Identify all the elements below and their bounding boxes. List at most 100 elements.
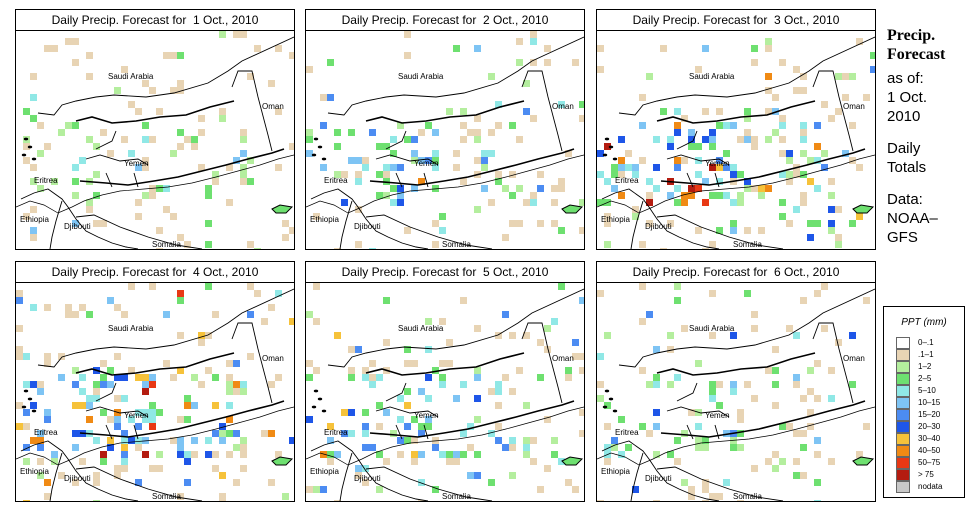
precip-cell: [114, 423, 121, 430]
precip-cell: [275, 45, 282, 52]
precip-cell: [142, 451, 149, 458]
legend-swatch: [896, 481, 910, 493]
precip-cell: [558, 227, 565, 234]
precip-cell: [100, 360, 107, 367]
map-canvas: [306, 31, 584, 249]
precip-cell: [604, 423, 611, 430]
precip-cell: [121, 444, 128, 451]
precip-cell: [177, 493, 184, 500]
red-sea-island: [27, 397, 33, 401]
precip-cell: [205, 220, 212, 227]
precip-cell: [460, 451, 467, 458]
precip-cell: [793, 332, 800, 339]
label-oman: Oman: [843, 354, 865, 363]
precip-cell: [100, 458, 107, 465]
precip-cell: [632, 486, 639, 493]
precip-cell: [667, 220, 674, 227]
precip-cell: [807, 388, 814, 395]
precip-cell: [828, 367, 835, 374]
precip-cell: [688, 129, 695, 136]
precip-cell: [247, 73, 254, 80]
precip-cell: [418, 157, 425, 164]
precip-cell: [306, 129, 313, 136]
border-line: [20, 188, 139, 249]
precip-cell: [793, 381, 800, 388]
precip-cell: [107, 437, 114, 444]
precip-cell: [121, 374, 128, 381]
precip-cell: [306, 66, 313, 73]
precip-cell: [597, 199, 604, 206]
precip-cell: [702, 500, 709, 501]
precip-cell: [544, 465, 551, 472]
precip-cell: [537, 171, 544, 178]
precip-cell: [772, 402, 779, 409]
legend-label: 0–.1: [918, 338, 934, 347]
precip-cell: [100, 374, 107, 381]
panel-title: Daily Precip. Forecast for 5 Oct., 2010: [305, 261, 585, 283]
precip-cell: [674, 458, 681, 465]
precip-cell: [306, 486, 313, 493]
precip-cell: [212, 311, 219, 318]
label-yemen: Yemen: [414, 159, 439, 168]
border-line: [656, 100, 816, 124]
precip-cell: [313, 318, 320, 325]
precip-cell: [205, 192, 212, 199]
precip-cell: [509, 388, 516, 395]
precip-cell: [254, 290, 261, 297]
precip-cell: [306, 150, 313, 157]
precip-cell: [425, 423, 432, 430]
precip-cell: [439, 318, 446, 325]
precip-cell: [411, 136, 418, 143]
precip-cell: [467, 423, 474, 430]
precip-cell: [432, 437, 439, 444]
precip-cell: [404, 52, 411, 59]
precip-cell: [821, 150, 828, 157]
precip-cell: [660, 108, 667, 115]
precip-cell: [362, 430, 369, 437]
precip-cell: [604, 402, 611, 409]
precip-cell: [793, 374, 800, 381]
precip-cell: [240, 129, 247, 136]
border-line: [310, 440, 429, 501]
precip-cell: [177, 234, 184, 241]
precip-cell: [418, 129, 425, 136]
precip-cell: [198, 164, 205, 171]
precip-map: Saudi Arabia Oman Yemen Eritrea Ethiopia Djib…: [596, 282, 876, 502]
precip-cell: [800, 122, 807, 129]
precip-cell: [793, 430, 800, 437]
precip-cell: [730, 444, 737, 451]
precip-cell: [219, 108, 226, 115]
precip-cell: [828, 458, 835, 465]
label-eritrea: Eritrea: [34, 176, 58, 185]
precip-cell: [205, 451, 212, 458]
border-line: [395, 424, 403, 440]
precip-cell: [681, 479, 688, 486]
precip-cell: [474, 129, 481, 136]
precip-cell: [530, 437, 537, 444]
precip-cell: [674, 108, 681, 115]
precip-cell: [702, 199, 709, 206]
precip-cell: [488, 199, 495, 206]
precip-cell: [800, 430, 807, 437]
data-source-line2: GFS: [887, 229, 918, 246]
precip-cell: [177, 367, 184, 374]
precip-cell: [334, 332, 341, 339]
precip-cell: [72, 164, 79, 171]
precip-cell: [842, 73, 849, 80]
label-djibouti: Djibouti: [64, 222, 91, 231]
precip-cell: [474, 45, 481, 52]
precip-cell: [502, 311, 509, 318]
precip-cell: [44, 353, 51, 360]
precip-cell: [404, 437, 411, 444]
precip-cell: [107, 416, 114, 423]
precip-cell: [289, 52, 294, 59]
precip-cell: [191, 437, 198, 444]
precip-cell: [744, 129, 751, 136]
precip-cell: [709, 129, 716, 136]
border-line: [49, 200, 63, 249]
precip-cell: [744, 178, 751, 185]
precip-cell: [723, 164, 730, 171]
precip-cell: [509, 444, 516, 451]
precip-cell: [639, 423, 646, 430]
precip-cell: [282, 234, 289, 241]
